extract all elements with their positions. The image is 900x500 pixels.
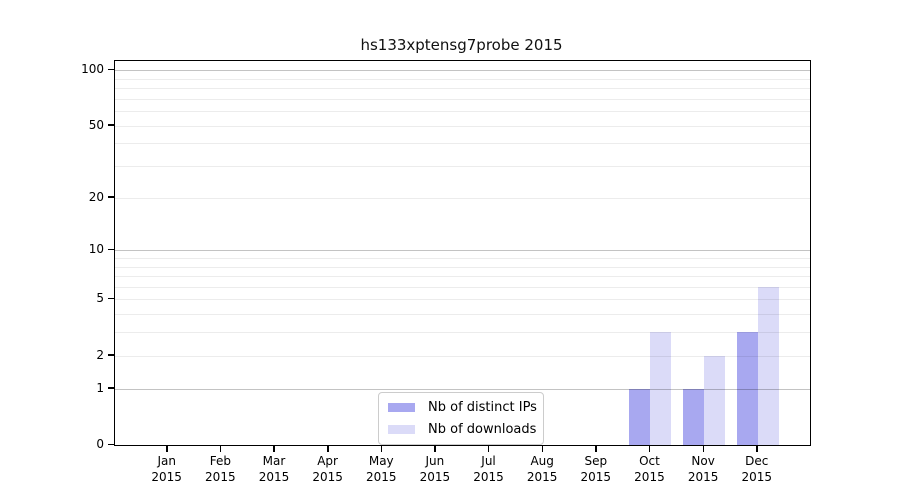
minor-gridline-5 xyxy=(115,299,810,301)
minor-gridline-2 xyxy=(115,355,810,357)
y-tick-label-2: 2 xyxy=(96,347,104,362)
x-tick-mark-sep xyxy=(595,445,597,452)
minor-gridline-90 xyxy=(115,78,810,80)
x-tick-mark-jun xyxy=(434,445,436,452)
x-tick-mark-jan xyxy=(166,445,168,452)
x-tick-label-may: May 2015 xyxy=(365,454,397,484)
y-tick-label-50: 50 xyxy=(88,117,104,132)
major-gridline-10 xyxy=(115,250,810,252)
x-tick-label-apr: Apr 2015 xyxy=(312,454,343,484)
y-tick-mark-50 xyxy=(108,124,114,126)
y-tick-label-20: 20 xyxy=(88,189,104,204)
x-tick-mark-nov xyxy=(702,445,704,452)
y-tick-mark-10 xyxy=(108,248,114,251)
x-tick-label-aug: Aug 2015 xyxy=(526,454,558,484)
legend-item-distinct-ips: Nb of distinct IPs xyxy=(386,400,537,415)
x-tick-label-jan: Jan 2015 xyxy=(151,454,182,484)
x-tick-label-feb: Feb 2015 xyxy=(205,454,236,484)
legend-label-downloads: Nb of downloads xyxy=(428,422,537,437)
y-tick-label-1: 1 xyxy=(96,380,104,395)
y-tick-mark-100 xyxy=(108,68,114,70)
bar-distinct-ips-oct xyxy=(629,388,651,445)
bar-distinct-ips-dec xyxy=(736,332,758,445)
legend-swatch-distinct-ips xyxy=(388,403,415,412)
y-tick-label-5: 5 xyxy=(96,291,104,306)
x-tick-label-nov: Nov 2015 xyxy=(687,454,719,484)
y-tick-label-10: 10 xyxy=(88,242,104,257)
plot-area: Nb of distinct IPs Nb of downloads xyxy=(114,60,811,446)
minor-gridline-3 xyxy=(115,332,810,334)
bar-distinct-ips-nov xyxy=(683,388,705,445)
y-tick-mark-0 xyxy=(108,443,114,445)
legend-label-distinct-ips: Nb of distinct IPs xyxy=(428,400,537,415)
x-tick-mark-apr xyxy=(327,445,329,452)
x-tick-mark-jul xyxy=(488,445,490,452)
y-tick-label-100: 100 xyxy=(81,62,104,77)
legend-item-downloads: Nb of downloads xyxy=(386,422,537,437)
minor-gridline-4 xyxy=(115,314,810,316)
legend-swatch-downloads xyxy=(388,425,415,434)
x-tick-mark-oct xyxy=(648,445,651,452)
x-tick-label-jun: Jun 2015 xyxy=(419,454,451,484)
minor-gridline-40 xyxy=(115,143,810,145)
minor-gridline-60 xyxy=(115,111,810,113)
y-tick-mark-5 xyxy=(108,297,114,300)
bar-downloads-oct xyxy=(650,332,672,445)
x-tick-label-sep: Sep 2015 xyxy=(580,454,612,484)
y-tick-mark-20 xyxy=(108,196,114,198)
x-tick-label-oct: Oct 2015 xyxy=(634,454,665,484)
minor-gridline-8 xyxy=(115,266,810,268)
y-tick-mark-2 xyxy=(108,354,114,356)
minor-gridline-6 xyxy=(115,286,810,288)
major-gridline-1 xyxy=(115,388,810,390)
x-tick-mark-may xyxy=(380,445,383,452)
x-tick-mark-aug xyxy=(541,445,544,452)
x-tick-mark-mar xyxy=(273,445,275,452)
minor-gridline-70 xyxy=(115,98,810,100)
major-gridline-100 xyxy=(115,70,810,72)
bar-downloads-nov xyxy=(704,355,726,445)
legend: Nb of distinct IPs Nb of downloads xyxy=(378,392,544,445)
minor-gridline-50 xyxy=(115,125,810,127)
minor-gridline-80 xyxy=(115,88,810,90)
minor-gridline-7 xyxy=(115,276,810,278)
y-tick-label-0: 0 xyxy=(96,437,104,451)
chart-title: hs133xptensg7probe 2015 xyxy=(360,36,563,54)
x-tick-label-mar: Mar 2015 xyxy=(258,454,290,484)
x-tick-mark-dec xyxy=(756,445,758,452)
x-tick-mark-feb xyxy=(219,445,222,452)
minor-gridline-20 xyxy=(115,197,810,199)
minor-gridline-9 xyxy=(115,257,810,259)
x-tick-label-dec: Dec 2015 xyxy=(741,454,772,484)
minor-gridline-30 xyxy=(115,166,810,168)
y-tick-mark-1 xyxy=(108,387,114,389)
x-tick-label-jul: Jul 2015 xyxy=(473,454,504,484)
bar-downloads-dec xyxy=(757,286,779,445)
